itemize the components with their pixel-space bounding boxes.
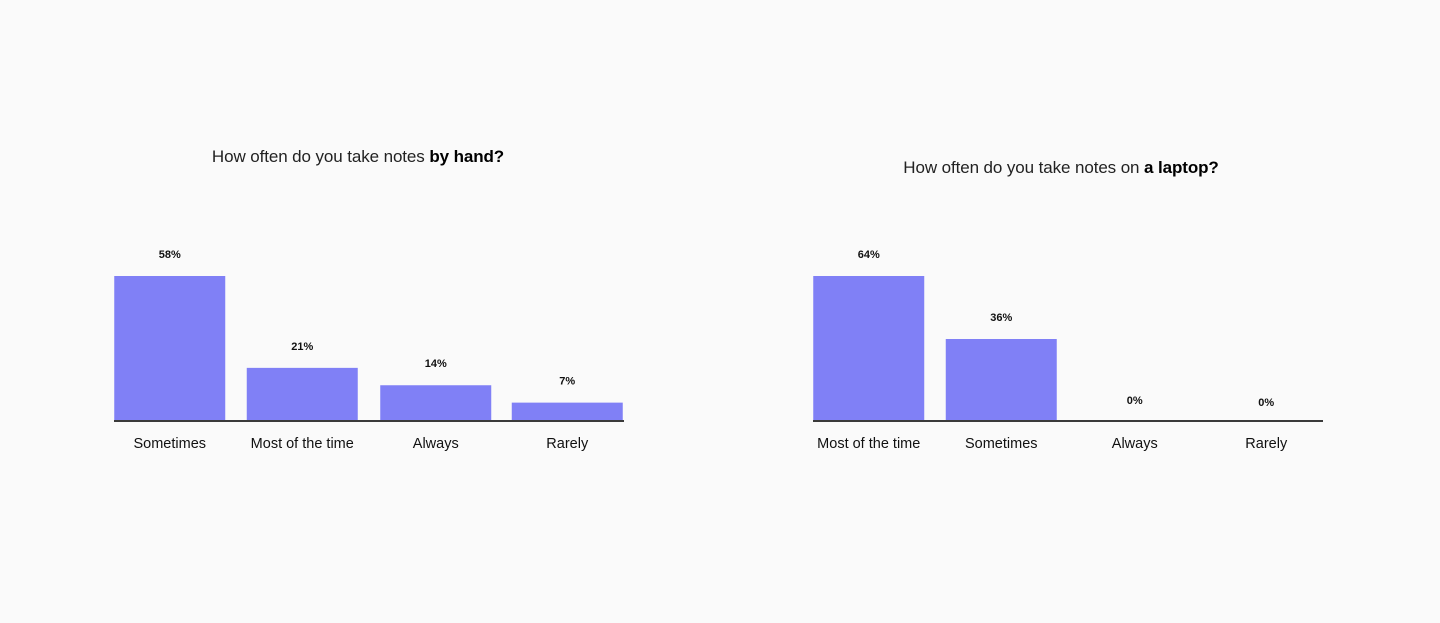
chart-title-bold: a laptop?: [1144, 158, 1219, 177]
value-label: 36%: [990, 312, 1012, 324]
bar-always: [380, 385, 492, 420]
bar-sometimes: [945, 339, 1057, 420]
value-label: 0%: [1258, 397, 1274, 409]
value-label: 58%: [159, 249, 181, 261]
value-label: 14%: [425, 358, 447, 370]
chart-title-laptop: How often do you take notes on a laptop?: [811, 158, 1311, 178]
category-label: Most of the time: [817, 436, 920, 452]
bar-chart-laptop: 64% Most of the time 36% Sometimes 0% Always 0…: [813, 249, 1323, 452]
bar-chart-by-hand: 58% Sometimes 21% Most of the time 14% Always…: [114, 249, 624, 452]
category-label: Rarely: [1245, 436, 1288, 452]
value-label: 7%: [559, 376, 575, 388]
category-label: Rarely: [546, 436, 589, 452]
bar-most-of-the-time: [246, 367, 358, 420]
category-label: Sometimes: [965, 436, 1038, 452]
value-label: 21%: [291, 341, 313, 353]
value-label: 64%: [858, 249, 880, 261]
bar-rarely: [511, 402, 623, 420]
bar-sometimes: [114, 276, 226, 420]
bar-most-of-the-time: [813, 276, 925, 420]
chart-title-plain: How often do you take notes on: [903, 158, 1145, 177]
chart-title-bold: by hand?: [429, 147, 505, 166]
category-label: Most of the time: [251, 436, 354, 452]
category-label: Always: [413, 436, 459, 452]
chart-title-plain: How often do you take notes: [211, 147, 430, 166]
chart-title-by-hand: How often do you take notes by hand?: [108, 147, 608, 167]
category-label: Always: [1112, 436, 1158, 452]
value-label: 0%: [1127, 395, 1143, 407]
category-label: Sometimes: [133, 436, 206, 452]
